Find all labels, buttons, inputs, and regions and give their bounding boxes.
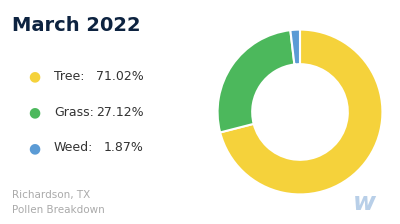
- Text: Weed:: Weed:: [54, 141, 93, 154]
- Text: Tree:: Tree:: [54, 70, 84, 83]
- Text: ●: ●: [28, 141, 40, 155]
- Wedge shape: [218, 30, 294, 132]
- Text: March 2022: March 2022: [12, 16, 141, 35]
- Text: Grass:: Grass:: [54, 106, 94, 118]
- Text: Richardson, TX
Pollen Breakdown: Richardson, TX Pollen Breakdown: [12, 190, 105, 215]
- Text: 1.87%: 1.87%: [104, 141, 144, 154]
- Text: 27.12%: 27.12%: [96, 106, 144, 118]
- Text: ●: ●: [28, 105, 40, 119]
- Wedge shape: [290, 30, 300, 65]
- Text: w: w: [353, 191, 376, 215]
- Text: ●: ●: [28, 69, 40, 83]
- Text: 71.02%: 71.02%: [96, 70, 144, 83]
- Wedge shape: [220, 30, 382, 194]
